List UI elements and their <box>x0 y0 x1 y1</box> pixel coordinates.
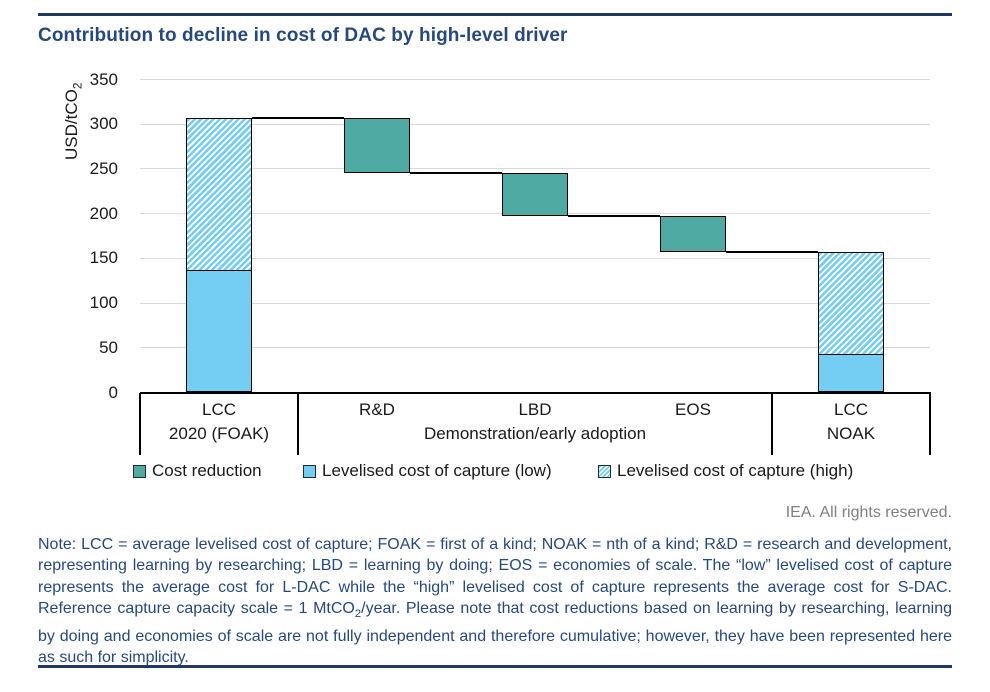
bar-cost-reduction <box>344 117 410 174</box>
gridline <box>140 347 930 349</box>
x-axis-line <box>140 391 931 394</box>
note-co2-subscript: 2 <box>354 608 362 621</box>
connector-line <box>410 172 502 175</box>
bar-lcc-stack <box>186 117 252 393</box>
y-tick-label: 200 <box>89 203 118 223</box>
bar-segment-lcc-high-hatched <box>187 118 251 271</box>
x-category-label: R&D <box>359 400 395 419</box>
note-text-part1: Note: LCC = average levelised cost of ca… <box>38 536 952 618</box>
y-tick-label: 300 <box>89 114 118 134</box>
top-rule <box>38 13 952 16</box>
connector-line <box>726 251 818 254</box>
legend-item-lcc-low: Levelised cost of capture (low) <box>303 461 552 481</box>
x-category-label: EOS <box>675 400 711 419</box>
legend-label-cost-reduction: Cost reduction <box>152 461 262 480</box>
gridline <box>140 257 930 259</box>
legend-swatch-blue <box>303 464 316 478</box>
x-category-label: LCC <box>833 400 868 419</box>
y-tick-label: 150 <box>89 248 118 268</box>
y-tick-label: 50 <box>99 337 118 357</box>
x-group-label: NOAK <box>826 424 876 443</box>
y-tick-label: 350 <box>89 69 118 89</box>
gridline <box>140 123 930 125</box>
category-table-border <box>771 392 773 455</box>
connector-line <box>252 116 344 119</box>
y-tick-label: 100 <box>89 293 118 313</box>
legend-swatch-hatched <box>598 464 611 478</box>
legend-swatch-teal <box>133 464 146 478</box>
x-group-label: 2020 (FOAK) <box>168 424 270 443</box>
x-group-label: Demonstration/early adoption <box>423 424 647 443</box>
gridline <box>140 168 930 170</box>
legend-item-lcc-high: Levelised cost of capture (high) <box>598 461 853 481</box>
category-table-border <box>929 392 931 455</box>
bar-cost-reduction <box>660 216 726 253</box>
note-text: Note: LCC = average levelised cost of ca… <box>38 534 952 669</box>
category-table-border <box>139 392 141 455</box>
legend-label-lcc-high: Levelised cost of capture (high) <box>617 461 854 480</box>
legend-label-lcc-low: Levelised cost of capture (low) <box>322 461 552 480</box>
x-category-label: LBD <box>518 400 552 419</box>
bar-lcc-stack <box>818 252 884 393</box>
connector-line <box>568 215 660 218</box>
gridline <box>140 302 930 304</box>
bottom-rule <box>38 665 952 668</box>
bar-segment-lcc-high-hatched <box>819 253 883 356</box>
legend-item-cost-reduction: Cost reduction <box>133 461 262 481</box>
y-tick-label: 250 <box>89 158 118 178</box>
note-text-part2: /year. Please note that cost reductions … <box>38 600 953 667</box>
x-category-label: LCC <box>201 400 236 419</box>
bar-cost-reduction <box>502 173 568 217</box>
y-tick-label: 0 <box>108 382 118 402</box>
category-table-border <box>297 392 299 455</box>
gridline <box>140 79 930 80</box>
chart-title: Contribution to decline in cost of DAC b… <box>38 25 568 46</box>
copyright-text: IEA. All rights reserved. <box>785 504 952 521</box>
